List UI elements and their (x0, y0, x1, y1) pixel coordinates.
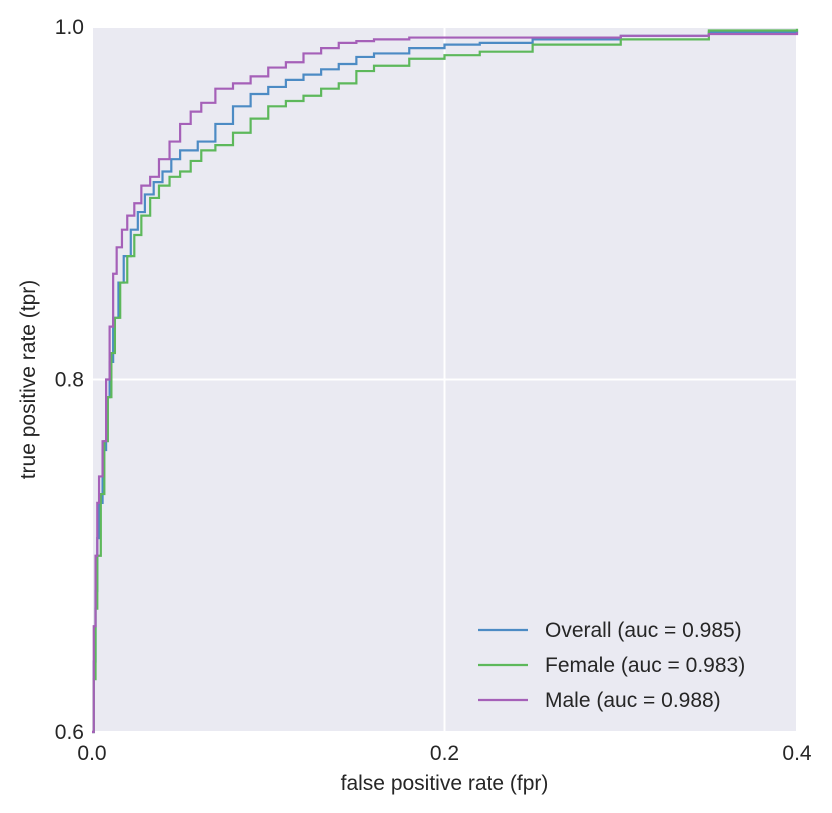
y-tick-label: 0.8 (55, 369, 84, 392)
y-tick-label: 0.6 (55, 721, 84, 744)
legend-entry: Overall (auc = 0.985) (545, 619, 742, 642)
roc-line (92, 28, 799, 734)
x-tick-label: 0.4 (782, 742, 812, 765)
y-axis-label: true positive rate (tpr) (17, 280, 40, 480)
roc-line (92, 32, 799, 734)
y-tick-label: 1.0 (55, 16, 84, 39)
x-tick-labels: 0.0 0.2 0.4 (77, 742, 812, 765)
x-axis-label: false positive rate (fpr) (341, 772, 549, 795)
x-tick-label: 0.0 (77, 742, 106, 765)
gridlines (91, 26, 798, 733)
x-tick-label: 0.2 (430, 742, 459, 765)
legend-entry: Male (auc = 0.988) (545, 689, 721, 712)
series-lines (92, 28, 799, 734)
legend-entry: Female (auc = 0.983) (545, 654, 745, 677)
y-tick-labels: 0.6 0.8 1.0 (55, 16, 84, 744)
legend: Overall (auc = 0.985) Female (auc = 0.983… (478, 619, 745, 712)
